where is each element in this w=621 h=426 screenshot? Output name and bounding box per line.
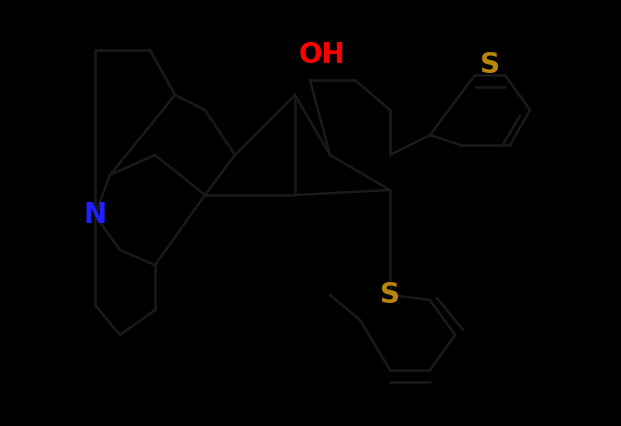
Text: S: S (480, 51, 500, 79)
Text: N: N (83, 201, 107, 229)
Text: S: S (380, 281, 400, 309)
Text: OH: OH (299, 41, 345, 69)
